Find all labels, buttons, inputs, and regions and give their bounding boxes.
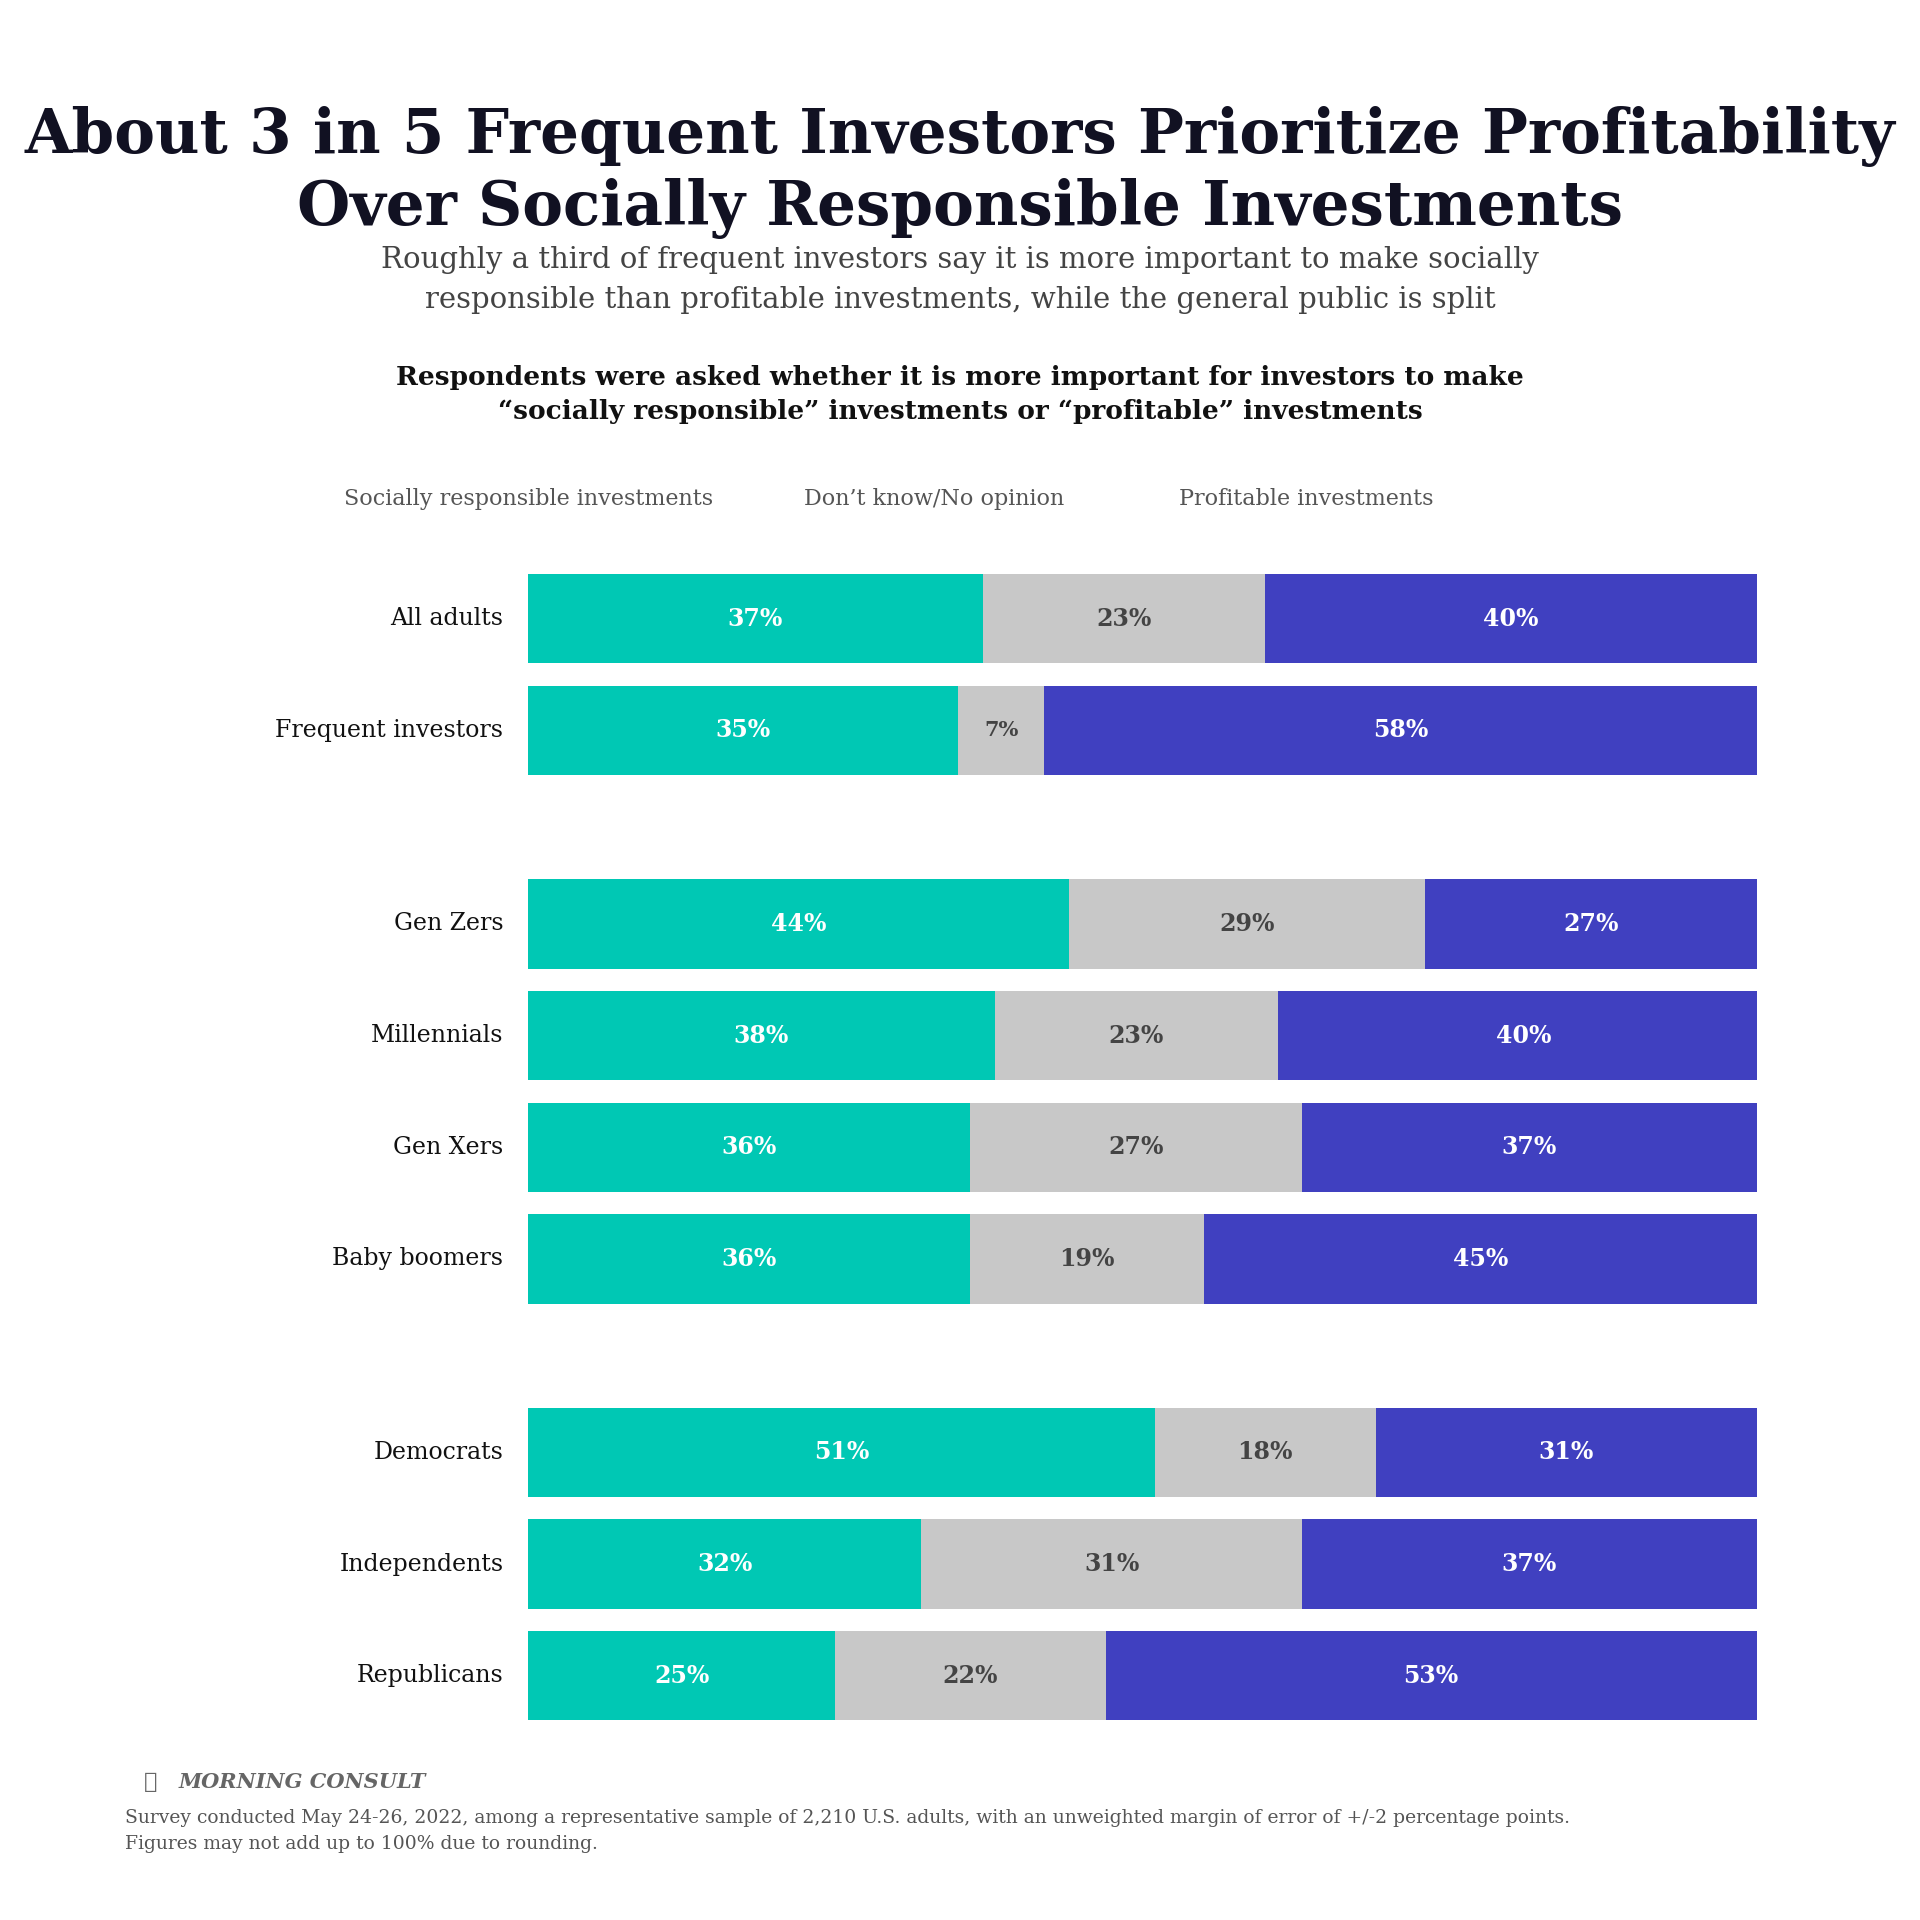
Text: All adults: All adults bbox=[390, 607, 503, 630]
Bar bbox=[1069, 879, 1425, 968]
Bar bbox=[1154, 1407, 1377, 1498]
Bar bbox=[1106, 1632, 1757, 1720]
Text: 31%: 31% bbox=[1538, 1440, 1594, 1465]
Bar bbox=[528, 1213, 970, 1304]
Text: 22%: 22% bbox=[943, 1665, 998, 1688]
Bar bbox=[528, 879, 1069, 968]
Text: 51%: 51% bbox=[814, 1440, 870, 1465]
Text: Respondents were asked whether it is more important for investors to make
“socia: Respondents were asked whether it is mor… bbox=[396, 365, 1524, 424]
Text: MORNING CONSULT: MORNING CONSULT bbox=[179, 1772, 426, 1791]
Bar bbox=[1302, 1102, 1757, 1192]
Text: 58%: 58% bbox=[1373, 718, 1428, 743]
Text: Frequent investors: Frequent investors bbox=[275, 718, 503, 741]
Text: Republicans: Republicans bbox=[357, 1665, 503, 1688]
Text: Democrats: Democrats bbox=[374, 1440, 503, 1463]
Text: Socially responsible investments: Socially responsible investments bbox=[344, 488, 712, 511]
Text: 25%: 25% bbox=[655, 1665, 708, 1688]
Text: Millennials: Millennials bbox=[371, 1023, 503, 1046]
Text: 27%: 27% bbox=[1563, 912, 1619, 935]
Bar bbox=[528, 1102, 970, 1192]
Bar bbox=[983, 574, 1265, 662]
Bar bbox=[528, 574, 983, 662]
Text: 18%: 18% bbox=[1238, 1440, 1292, 1465]
Text: Gen Xers: Gen Xers bbox=[394, 1137, 503, 1158]
Text: ✓: ✓ bbox=[144, 1770, 157, 1793]
Bar bbox=[970, 1102, 1302, 1192]
Bar bbox=[970, 1213, 1204, 1304]
Text: 53%: 53% bbox=[1404, 1665, 1459, 1688]
Bar bbox=[922, 1519, 1302, 1609]
Text: 32%: 32% bbox=[697, 1551, 753, 1576]
Text: 37%: 37% bbox=[728, 607, 783, 630]
Text: 44%: 44% bbox=[770, 912, 826, 935]
Text: 29%: 29% bbox=[1219, 912, 1275, 935]
Bar bbox=[995, 991, 1277, 1081]
Text: Baby boomers: Baby boomers bbox=[332, 1248, 503, 1271]
Text: Profitable investments: Profitable investments bbox=[1179, 488, 1434, 511]
Bar bbox=[1265, 574, 1757, 662]
Text: 19%: 19% bbox=[1060, 1246, 1116, 1271]
Text: 35%: 35% bbox=[716, 718, 770, 743]
Text: 23%: 23% bbox=[1108, 1023, 1164, 1048]
Bar bbox=[1425, 879, 1757, 968]
Text: 23%: 23% bbox=[1096, 607, 1152, 630]
Text: Gen Zers: Gen Zers bbox=[394, 912, 503, 935]
Bar bbox=[958, 685, 1044, 776]
Text: 40%: 40% bbox=[1496, 1023, 1551, 1048]
Text: 37%: 37% bbox=[1501, 1135, 1557, 1160]
Bar bbox=[528, 685, 958, 776]
Text: 40%: 40% bbox=[1484, 607, 1538, 630]
Text: Don’t know/No opinion: Don’t know/No opinion bbox=[804, 488, 1066, 511]
Bar bbox=[528, 1632, 835, 1720]
Bar bbox=[1204, 1213, 1757, 1304]
Bar bbox=[1044, 685, 1757, 776]
Text: Survey conducted May 24-26, 2022, among a representative sample of 2,210 U.S. ad: Survey conducted May 24-26, 2022, among … bbox=[125, 1809, 1571, 1853]
Text: 27%: 27% bbox=[1108, 1135, 1164, 1160]
Text: Roughly a third of frequent investors say it is more important to make socially
: Roughly a third of frequent investors sa… bbox=[380, 246, 1540, 313]
Text: 36%: 36% bbox=[722, 1246, 778, 1271]
Text: 7%: 7% bbox=[983, 720, 1018, 741]
Bar bbox=[528, 1519, 922, 1609]
Bar bbox=[835, 1632, 1106, 1720]
Text: 45%: 45% bbox=[1453, 1246, 1507, 1271]
Text: 38%: 38% bbox=[733, 1023, 789, 1048]
Text: About 3 in 5 Frequent Investors Prioritize Profitability
Over Socially Responsib: About 3 in 5 Frequent Investors Prioriti… bbox=[25, 106, 1895, 240]
Bar bbox=[1302, 1519, 1757, 1609]
Text: 31%: 31% bbox=[1085, 1551, 1139, 1576]
Bar bbox=[528, 1407, 1154, 1498]
Text: 36%: 36% bbox=[722, 1135, 778, 1160]
Bar bbox=[1377, 1407, 1757, 1498]
Bar bbox=[528, 991, 995, 1081]
Bar bbox=[1277, 991, 1768, 1081]
Text: 37%: 37% bbox=[1501, 1551, 1557, 1576]
Text: Independents: Independents bbox=[340, 1553, 503, 1576]
